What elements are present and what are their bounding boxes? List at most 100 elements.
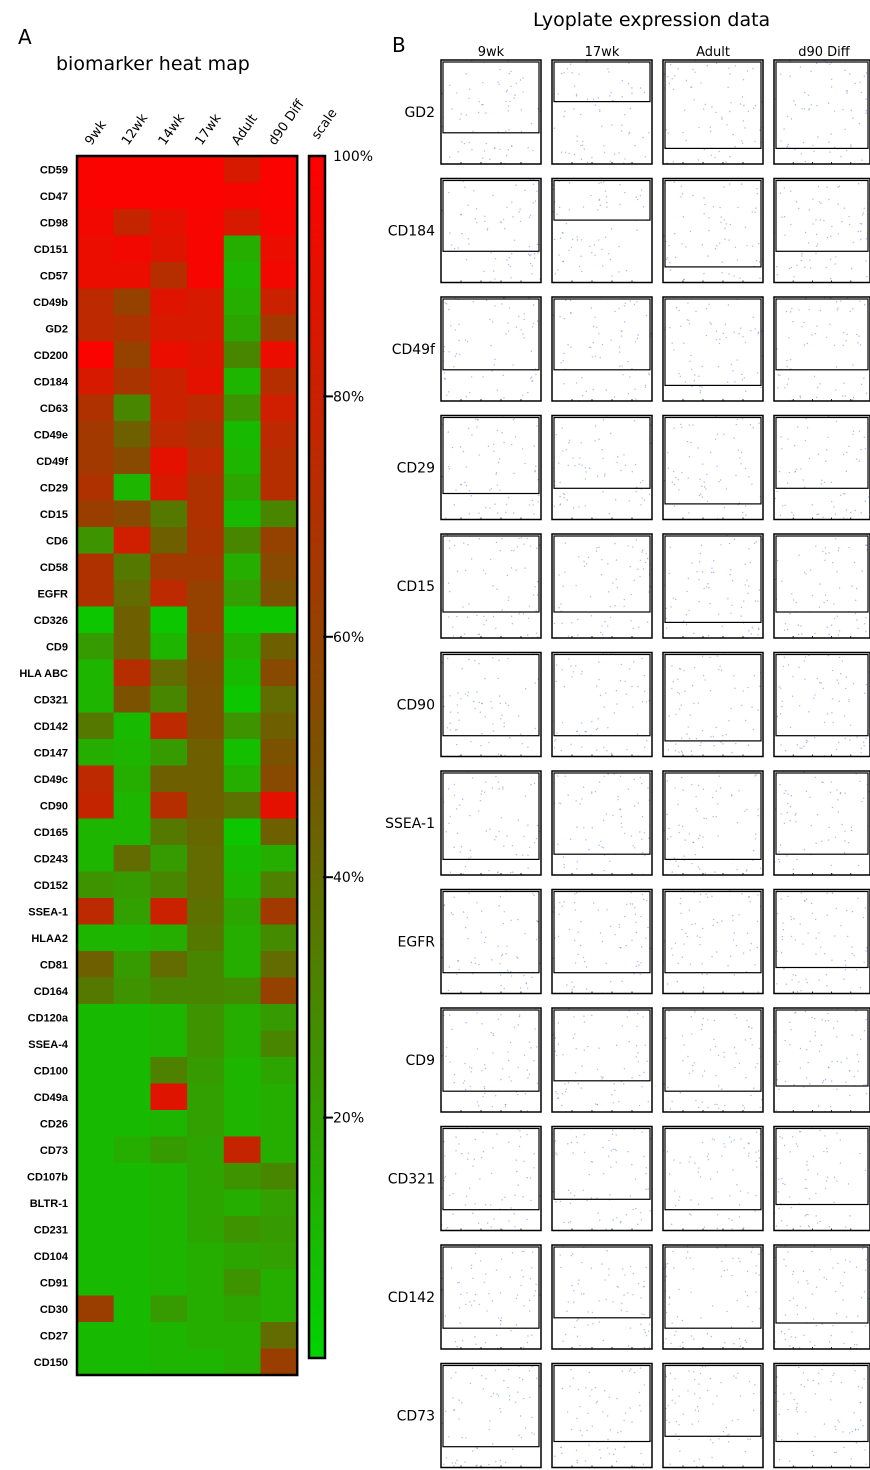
heatmap-cell	[187, 792, 225, 820]
flow-gate	[664, 653, 762, 742]
heatmap-cell	[77, 1216, 115, 1244]
flow-plot	[551, 177, 653, 284]
heatmap-cell	[113, 368, 151, 396]
flow-title: Lyoplate expression data	[533, 9, 770, 31]
flow-events	[552, 1128, 652, 1230]
heatmap-cell	[223, 871, 262, 899]
heatmap-cell	[260, 288, 298, 316]
flow-plot	[662, 651, 764, 758]
flow-gate	[553, 535, 651, 613]
heatmap-cell	[223, 739, 262, 767]
flow-plot	[773, 296, 870, 402]
flow-gate	[442, 1246, 540, 1329]
flow-plot-background	[774, 534, 870, 638]
heatmap-cell	[77, 871, 115, 899]
flow-gate	[664, 416, 762, 505]
heatmap-row-label: CD58	[40, 562, 68, 574]
heatmap-cell	[77, 209, 115, 237]
flow-plot-frame	[551, 414, 653, 521]
heatmap-cell	[77, 1295, 115, 1323]
heatmap-cell	[187, 765, 225, 793]
flow-plot-background	[552, 1008, 652, 1112]
heatmap-cell	[223, 1348, 262, 1376]
heatmap-cell	[113, 527, 151, 555]
flow-gate	[775, 535, 869, 613]
flow-plot-background	[774, 652, 870, 757]
flow-plot	[773, 1007, 870, 1113]
flow-plot-background	[663, 1126, 763, 1231]
panel-b-letter: B	[392, 33, 406, 57]
heatmap-row-label: CD200	[34, 350, 68, 362]
heatmap-cell	[113, 1216, 151, 1244]
heatmap-cell	[77, 633, 115, 661]
flow-plot	[551, 651, 653, 758]
flow-row-label: SSEA-1	[385, 816, 435, 832]
heatmap-cell	[77, 1242, 115, 1270]
flow-plot-background	[774, 178, 870, 283]
heatmap-row-label: CD15	[40, 509, 68, 521]
heatmap-row-label: CD231	[34, 1224, 68, 1236]
scale-tick-label: 100%	[333, 149, 373, 165]
heatmap-cell	[187, 1136, 225, 1164]
heatmap-cell	[77, 474, 115, 502]
heatmap-title: biomarker heat map	[56, 53, 250, 75]
heatmap-cell	[260, 1083, 298, 1111]
flow-gate	[775, 1246, 869, 1324]
flow-plot-background	[441, 1126, 541, 1231]
heatmap-cell	[113, 341, 151, 369]
heatmap-border	[75, 154, 299, 1377]
heatmap-cell	[150, 500, 188, 528]
heatmap-cell	[223, 341, 262, 369]
heatmap-row-label: CD150	[34, 1357, 68, 1369]
heatmap-cell	[260, 262, 298, 290]
flow-plot-frame	[551, 651, 653, 758]
flow-column-label: d90 Diff	[798, 45, 851, 60]
heatmap-row-label: GD2	[45, 323, 68, 335]
flow-plot-frame	[773, 296, 870, 402]
heatmap-row-label: CD27	[40, 1330, 68, 1342]
heatmap-row-label: CD49a	[34, 1092, 69, 1104]
flow-plot	[662, 770, 764, 876]
heatmap-cell	[187, 1348, 225, 1376]
heatmap-cell	[113, 712, 151, 740]
heatmap-row-label: CD120a	[28, 1012, 69, 1024]
heatmap-cell	[113, 500, 151, 528]
heatmap-cell	[150, 1057, 188, 1085]
heatmap-cell	[223, 288, 262, 316]
heatmap-cell	[77, 606, 115, 634]
heatmap-cell	[187, 182, 225, 210]
flow-plot-background	[663, 60, 763, 164]
flow-plot-background	[552, 60, 652, 164]
heatmap-cell	[260, 712, 298, 740]
heatmap-cell	[223, 818, 262, 846]
heatmap-cell	[77, 898, 115, 926]
heatmap-cell	[223, 182, 262, 210]
heatmap-row-label: HLAA2	[31, 933, 68, 945]
heatmap-cell	[150, 315, 188, 343]
flow-gate	[775, 416, 869, 489]
heatmap-cell	[77, 1110, 115, 1138]
heatmap-cell	[223, 924, 262, 952]
heatmap-cell	[77, 765, 115, 793]
heatmap-cell	[223, 474, 262, 502]
heatmap-cell	[113, 818, 151, 846]
heatmap-cell	[150, 633, 188, 661]
flow-gate	[775, 179, 869, 252]
heatmap-cell	[223, 447, 262, 475]
heatmap-cell	[260, 845, 298, 873]
flow-plot	[662, 1362, 764, 1469]
heatmap-cell	[77, 1322, 115, 1350]
heatmap-cell	[150, 394, 188, 422]
flow-events	[663, 297, 763, 394]
heatmap-cell	[77, 394, 115, 422]
heatmap-cell	[187, 1295, 225, 1323]
flow-gate	[775, 1127, 869, 1206]
heatmap-cell	[223, 1242, 262, 1270]
flow-plot-background	[441, 534, 541, 638]
flow-plot-background	[441, 178, 541, 283]
heatmap-cell	[77, 712, 115, 740]
heatmap-cell	[260, 235, 298, 263]
heatmap-cell	[223, 898, 262, 926]
heatmap-cell	[113, 871, 151, 899]
flow-gate	[442, 298, 540, 371]
